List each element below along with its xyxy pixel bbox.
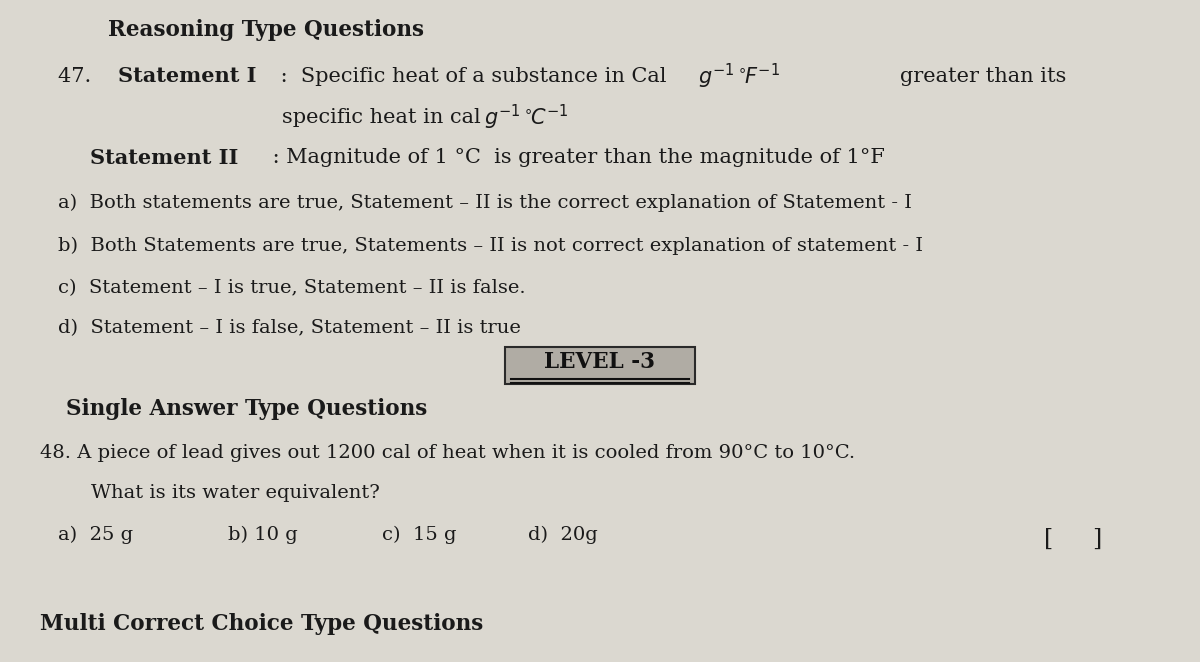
Text: 48. A piece of lead gives out 1200 cal of heat when it is cooled from 90°C to 10: 48. A piece of lead gives out 1200 cal o… — [40, 444, 854, 463]
Text: d)  20g: d) 20g — [528, 526, 598, 544]
Text: a)  Both statements are true, Statement – II is the correct explanation of State: a) Both statements are true, Statement –… — [58, 194, 912, 213]
Text: LEVEL -3: LEVEL -3 — [545, 351, 655, 373]
Text: c)  15 g: c) 15 g — [382, 526, 456, 544]
Text: 47.: 47. — [58, 67, 104, 85]
Text: :  Specific heat of a substance in Cal: : Specific heat of a substance in Cal — [274, 67, 673, 85]
Text: c)  Statement – I is true, Statement – II is false.: c) Statement – I is true, Statement – II… — [58, 279, 526, 297]
Text: a)  25 g: a) 25 g — [58, 526, 133, 544]
Text: : Magnitude of 1 °C  is greater than the magnitude of 1°F: : Magnitude of 1 °C is greater than the … — [266, 148, 886, 167]
Text: Statement I: Statement I — [118, 66, 256, 86]
Text: $g^{-1}\,{}^{\circ}\!F^{-1}$: $g^{-1}\,{}^{\circ}\!F^{-1}$ — [698, 62, 780, 91]
Text: Reasoning Type Questions: Reasoning Type Questions — [108, 19, 424, 41]
Text: Multi Correct Choice Type Questions: Multi Correct Choice Type Questions — [40, 612, 482, 635]
Text: [: [ — [1044, 528, 1054, 551]
Text: Statement II: Statement II — [90, 148, 239, 167]
Text: specific heat in cal: specific heat in cal — [282, 108, 487, 126]
Text: Single Answer Type Questions: Single Answer Type Questions — [66, 398, 427, 420]
Text: b)  Both Statements are true, Statements – II is not correct explanation of stat: b) Both Statements are true, Statements … — [58, 237, 923, 256]
Text: ]: ] — [1092, 528, 1102, 551]
FancyBboxPatch shape — [504, 347, 696, 384]
Text: b) 10 g: b) 10 g — [228, 526, 298, 544]
Text: greater than its: greater than its — [900, 67, 1067, 85]
Text: What is its water equivalent?: What is its water equivalent? — [66, 484, 380, 502]
Text: d)  Statement – I is false, Statement – II is true: d) Statement – I is false, Statement – I… — [58, 318, 521, 337]
Text: $g^{-1}\,{}^{\circ}\!C^{-1}$: $g^{-1}\,{}^{\circ}\!C^{-1}$ — [484, 103, 568, 132]
